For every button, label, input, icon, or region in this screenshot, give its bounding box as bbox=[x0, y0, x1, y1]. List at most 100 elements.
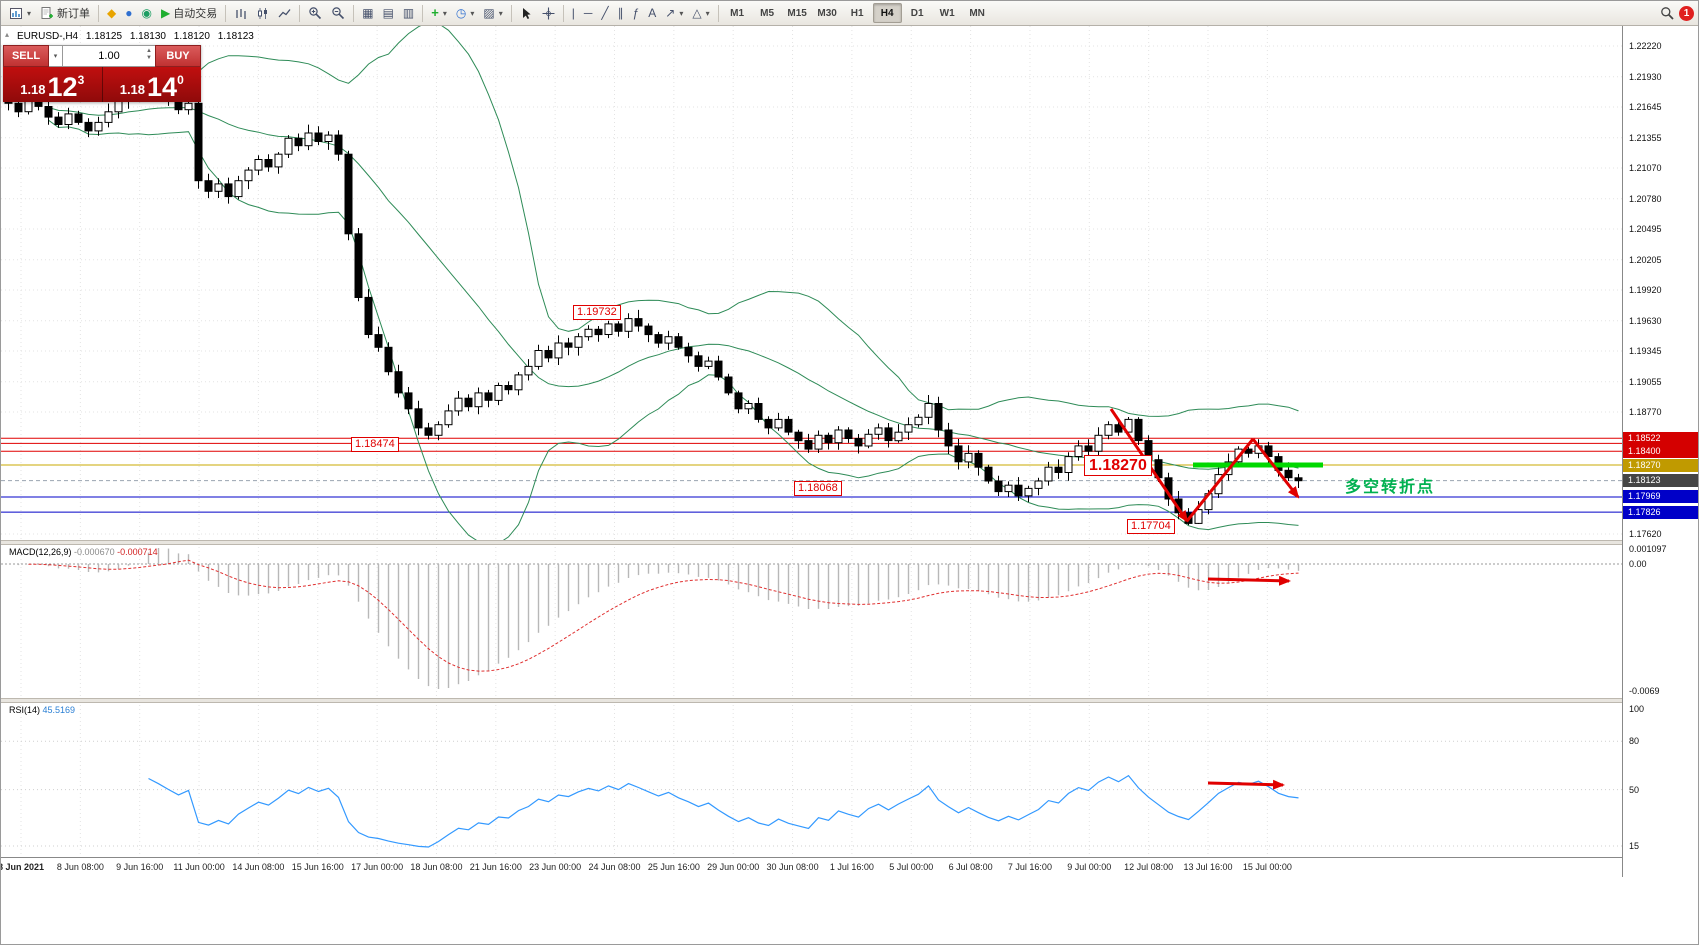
time-label: 1 Jul 16:00 bbox=[829, 862, 874, 872]
sell-label: SELL bbox=[11, 50, 41, 62]
spin-down-icon: ▼ bbox=[146, 55, 152, 61]
rsi-axis-label: 80 bbox=[1629, 736, 1640, 747]
search-icon bbox=[1661, 7, 1674, 20]
vertical-gridlines bbox=[20, 701, 1268, 857]
timeframe-h4[interactable]: H4 bbox=[872, 3, 902, 23]
trendline-icon: ╱ bbox=[601, 6, 609, 20]
price-tag: 1.18123 bbox=[1623, 474, 1698, 488]
price-axis[interactable]: 1.22220 1.21930 1.21645 1.21355 1.21070 1.207… bbox=[1622, 26, 1698, 877]
bar-chart-button[interactable] bbox=[230, 2, 251, 24]
zoom-in-button[interactable] bbox=[304, 2, 326, 24]
periods-button[interactable]: ◷ ▾ bbox=[452, 2, 479, 24]
time-label: 8 Jun 2021 bbox=[0, 862, 45, 872]
macd-name: MACD(12,26,9) bbox=[9, 547, 72, 557]
chevron-down-icon: ▾ bbox=[498, 8, 503, 18]
time-axis[interactable]: 8 Jun 2021 8 Jun 08:00 9 Jun 16:00 11 Jun 0… bbox=[1, 857, 1622, 878]
turning-point-annotation[interactable]: 多空转折点 bbox=[1345, 479, 1436, 496]
candlestick-chart-button[interactable] bbox=[252, 2, 273, 24]
price-callout[interactable]: 1.18474 bbox=[351, 437, 399, 452]
macd-axis-max: 0.001097 bbox=[1629, 544, 1667, 554]
crosshair-button[interactable] bbox=[538, 2, 559, 24]
horizontal-line-tool-button[interactable]: ─ bbox=[580, 2, 597, 24]
ask-price-tile: 1.18 14 0 bbox=[103, 67, 202, 102]
rsi-name: RSI(14) bbox=[9, 705, 41, 715]
price-callout[interactable]: 1.17704 bbox=[1127, 519, 1175, 534]
chevron-down-icon: ▾ bbox=[442, 8, 447, 18]
new-chart-button[interactable]: ▾ bbox=[5, 2, 35, 24]
panel-collapse-arrow[interactable]: ▴ bbox=[5, 30, 10, 39]
price-tag: 1.18270 bbox=[1623, 458, 1698, 472]
volume-input[interactable]: 1.00 ▲ ▼ bbox=[63, 45, 155, 67]
price-callout[interactable]: 1.18068 bbox=[794, 481, 842, 496]
cursor-button[interactable] bbox=[516, 2, 537, 24]
messages-button[interactable]: ● bbox=[121, 2, 136, 24]
channel-tool-button[interactable]: ∥ bbox=[614, 2, 628, 24]
mql-market-button[interactable]: ◆ bbox=[103, 2, 120, 24]
horizontal-line-icon: ─ bbox=[583, 6, 593, 20]
line-chart-button[interactable] bbox=[274, 2, 295, 24]
tile-windows-icon: ▦ bbox=[362, 6, 374, 20]
timeframe-m30[interactable]: M30 bbox=[817, 7, 837, 19]
message-dot-icon: ● bbox=[125, 6, 133, 20]
zoom-out-icon bbox=[332, 7, 345, 20]
timeframe-m5[interactable]: M5 bbox=[760, 7, 775, 19]
timeframe-mn[interactable]: MN bbox=[969, 7, 985, 19]
time-label: 25 Jun 16:00 bbox=[647, 862, 700, 872]
zoom-out-button[interactable] bbox=[327, 2, 349, 24]
price-tick-label: 1.20495 bbox=[1629, 224, 1662, 234]
play-icon: ▶ bbox=[160, 6, 171, 20]
main-chart-pane[interactable] bbox=[1, 26, 1622, 540]
macd-pane[interactable] bbox=[1, 543, 1622, 698]
timeframe-h1[interactable]: H1 bbox=[850, 7, 864, 19]
new-order-button[interactable]: 新订单 bbox=[36, 2, 94, 24]
buy-button[interactable]: BUY bbox=[155, 45, 201, 67]
channel-icon: ∥ bbox=[617, 6, 624, 20]
template-button[interactable]: ▨ ▾ bbox=[479, 2, 506, 24]
shapes-tool-button[interactable]: △ ▾ bbox=[688, 2, 713, 24]
tile-windows-button[interactable]: ▦ bbox=[358, 2, 377, 24]
rsi-pane[interactable] bbox=[1, 701, 1622, 857]
community-button[interactable]: ◉ bbox=[138, 2, 156, 24]
time-label: 29 Jun 00:00 bbox=[707, 862, 760, 872]
macd-splitter[interactable] bbox=[1, 540, 1698, 545]
sell-button[interactable]: SELL bbox=[3, 45, 49, 67]
price-tick-label: 1.19920 bbox=[1629, 285, 1662, 295]
spin-up-icon: ▲ bbox=[146, 48, 152, 54]
timeframe-w1[interactable]: W1 bbox=[939, 7, 955, 19]
trendline-tool-button[interactable]: ╱ bbox=[597, 2, 612, 24]
bid-big-digits: 12 bbox=[47, 72, 78, 102]
timeframe-m15[interactable]: M15 bbox=[787, 7, 807, 19]
trend-arrow bbox=[1185, 438, 1255, 522]
price-callout[interactable]: 1.18270 bbox=[1084, 455, 1152, 476]
rsi-level-lines bbox=[1, 740, 1622, 847]
time-label: 15 Jun 16:00 bbox=[291, 862, 344, 872]
one-click-price-row: 1.18 12 3 1.18 14 0 bbox=[3, 67, 201, 102]
volume-stepper[interactable]: ▲ ▼ bbox=[146, 48, 152, 61]
arrange-horizontal-button[interactable]: ▤ bbox=[379, 2, 398, 24]
timeframe-d1[interactable]: D1 bbox=[910, 7, 924, 19]
time-label: 17 Jun 00:00 bbox=[351, 862, 404, 872]
timeframe-group: M1 M5 M15 M30 H1 H4 D1 W1 MN bbox=[723, 3, 992, 23]
price-tag: 1.18522 bbox=[1623, 431, 1698, 445]
toolbar-separator bbox=[225, 4, 227, 22]
trend-arrow bbox=[1207, 575, 1291, 586]
arrow-tool-button[interactable]: ↗ ▾ bbox=[661, 2, 687, 24]
horizontal-gridlines bbox=[1, 45, 1622, 535]
rsi-axis-label: 100 bbox=[1629, 704, 1645, 714]
price-tick-label: 1.18770 bbox=[1629, 407, 1662, 417]
rsi-splitter[interactable] bbox=[1, 698, 1698, 703]
macd-signal-line bbox=[28, 559, 1299, 672]
fibonacci-tool-button[interactable]: ƒ bbox=[629, 2, 644, 24]
notifications-badge[interactable]: 1 bbox=[1679, 5, 1694, 21]
volume-dropdown[interactable]: ▾ bbox=[49, 45, 63, 67]
one-click-top-row: SELL ▾ 1.00 ▲ ▼ BUY bbox=[3, 45, 201, 67]
timeframe-m1[interactable]: M1 bbox=[730, 7, 745, 19]
autotrade-button[interactable]: ▶ 自动交易 bbox=[157, 2, 221, 24]
add-indicator-button[interactable]: + ▾ bbox=[427, 2, 451, 24]
arrange-vertical-button[interactable]: ▥ bbox=[399, 2, 418, 24]
text-tool-button[interactable]: A bbox=[644, 2, 660, 24]
toolbar-separator bbox=[510, 4, 512, 22]
price-callout[interactable]: 1.19732 bbox=[573, 305, 621, 320]
vertical-line-tool-button[interactable]: | bbox=[568, 2, 579, 24]
search-button[interactable] bbox=[1656, 2, 1678, 24]
